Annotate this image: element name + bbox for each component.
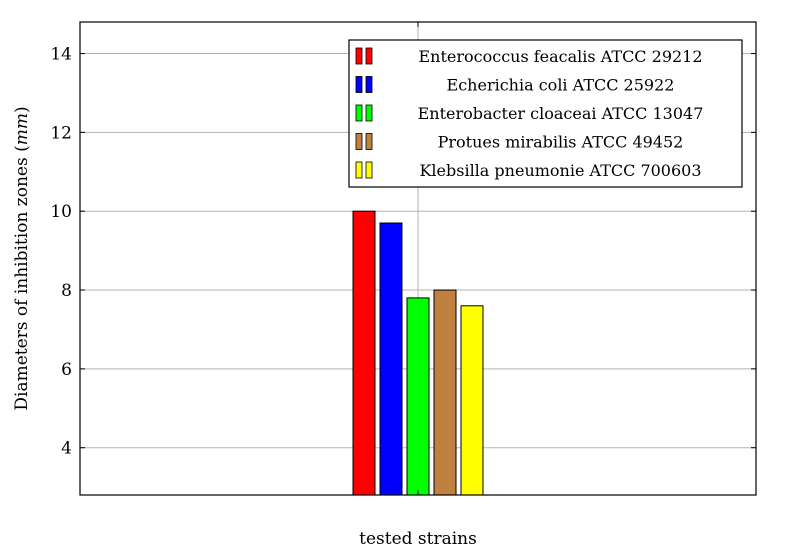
legend-swatch [365,47,373,65]
y-tick-label: 6 [61,360,72,380]
y-axis-label-close: ) [12,106,32,113]
bar-5 [460,305,484,496]
y-axis-label-text: Diameters of inhibition zones ( [12,145,32,410]
y-axis-ticks: 4 6 8 10 12 14 [50,22,756,495]
legend-swatch [355,76,363,93]
x-axis-label: tested strains [359,529,477,549]
y-axis-label: Diameters of inhibition zones (mm) [12,106,32,410]
bar-2 [379,222,403,496]
legend-swatch [355,133,363,150]
y-tick-label: 8 [61,281,72,301]
legend-box [348,39,743,188]
legend-swatch [365,133,373,150]
legend-swatch [365,104,373,122]
bar-3 [406,297,430,496]
legend-swatch [355,161,363,179]
y-tick-label: 12 [50,123,72,143]
bar-1 [352,210,376,496]
bar-4 [433,289,457,496]
legend-label: Klebsilla pneumonie ATCC 700603 [419,161,701,180]
legend-label: Enterococcus feacalis ATCC 29212 [418,47,702,66]
bars [352,210,484,496]
y-axis-label-unit: mm [12,113,32,145]
legend-swatch [355,104,363,122]
legend: Enterococcus feacalis ATCC 29212 Echerich… [348,39,743,188]
legend-label: Protues mirabilis ATCC 49452 [438,133,684,152]
y-tick-label: 4 [61,439,72,459]
y-tick-label: 10 [50,202,72,222]
legend-label: Echerichia coli ATCC 25922 [447,76,675,95]
legend-swatch [365,76,373,93]
legend-swatch [365,161,373,179]
y-tick-label: 14 [50,45,72,65]
legend-label: Enterobacter cloaceai ATCC 13047 [418,104,704,123]
legend-swatch [355,47,363,65]
